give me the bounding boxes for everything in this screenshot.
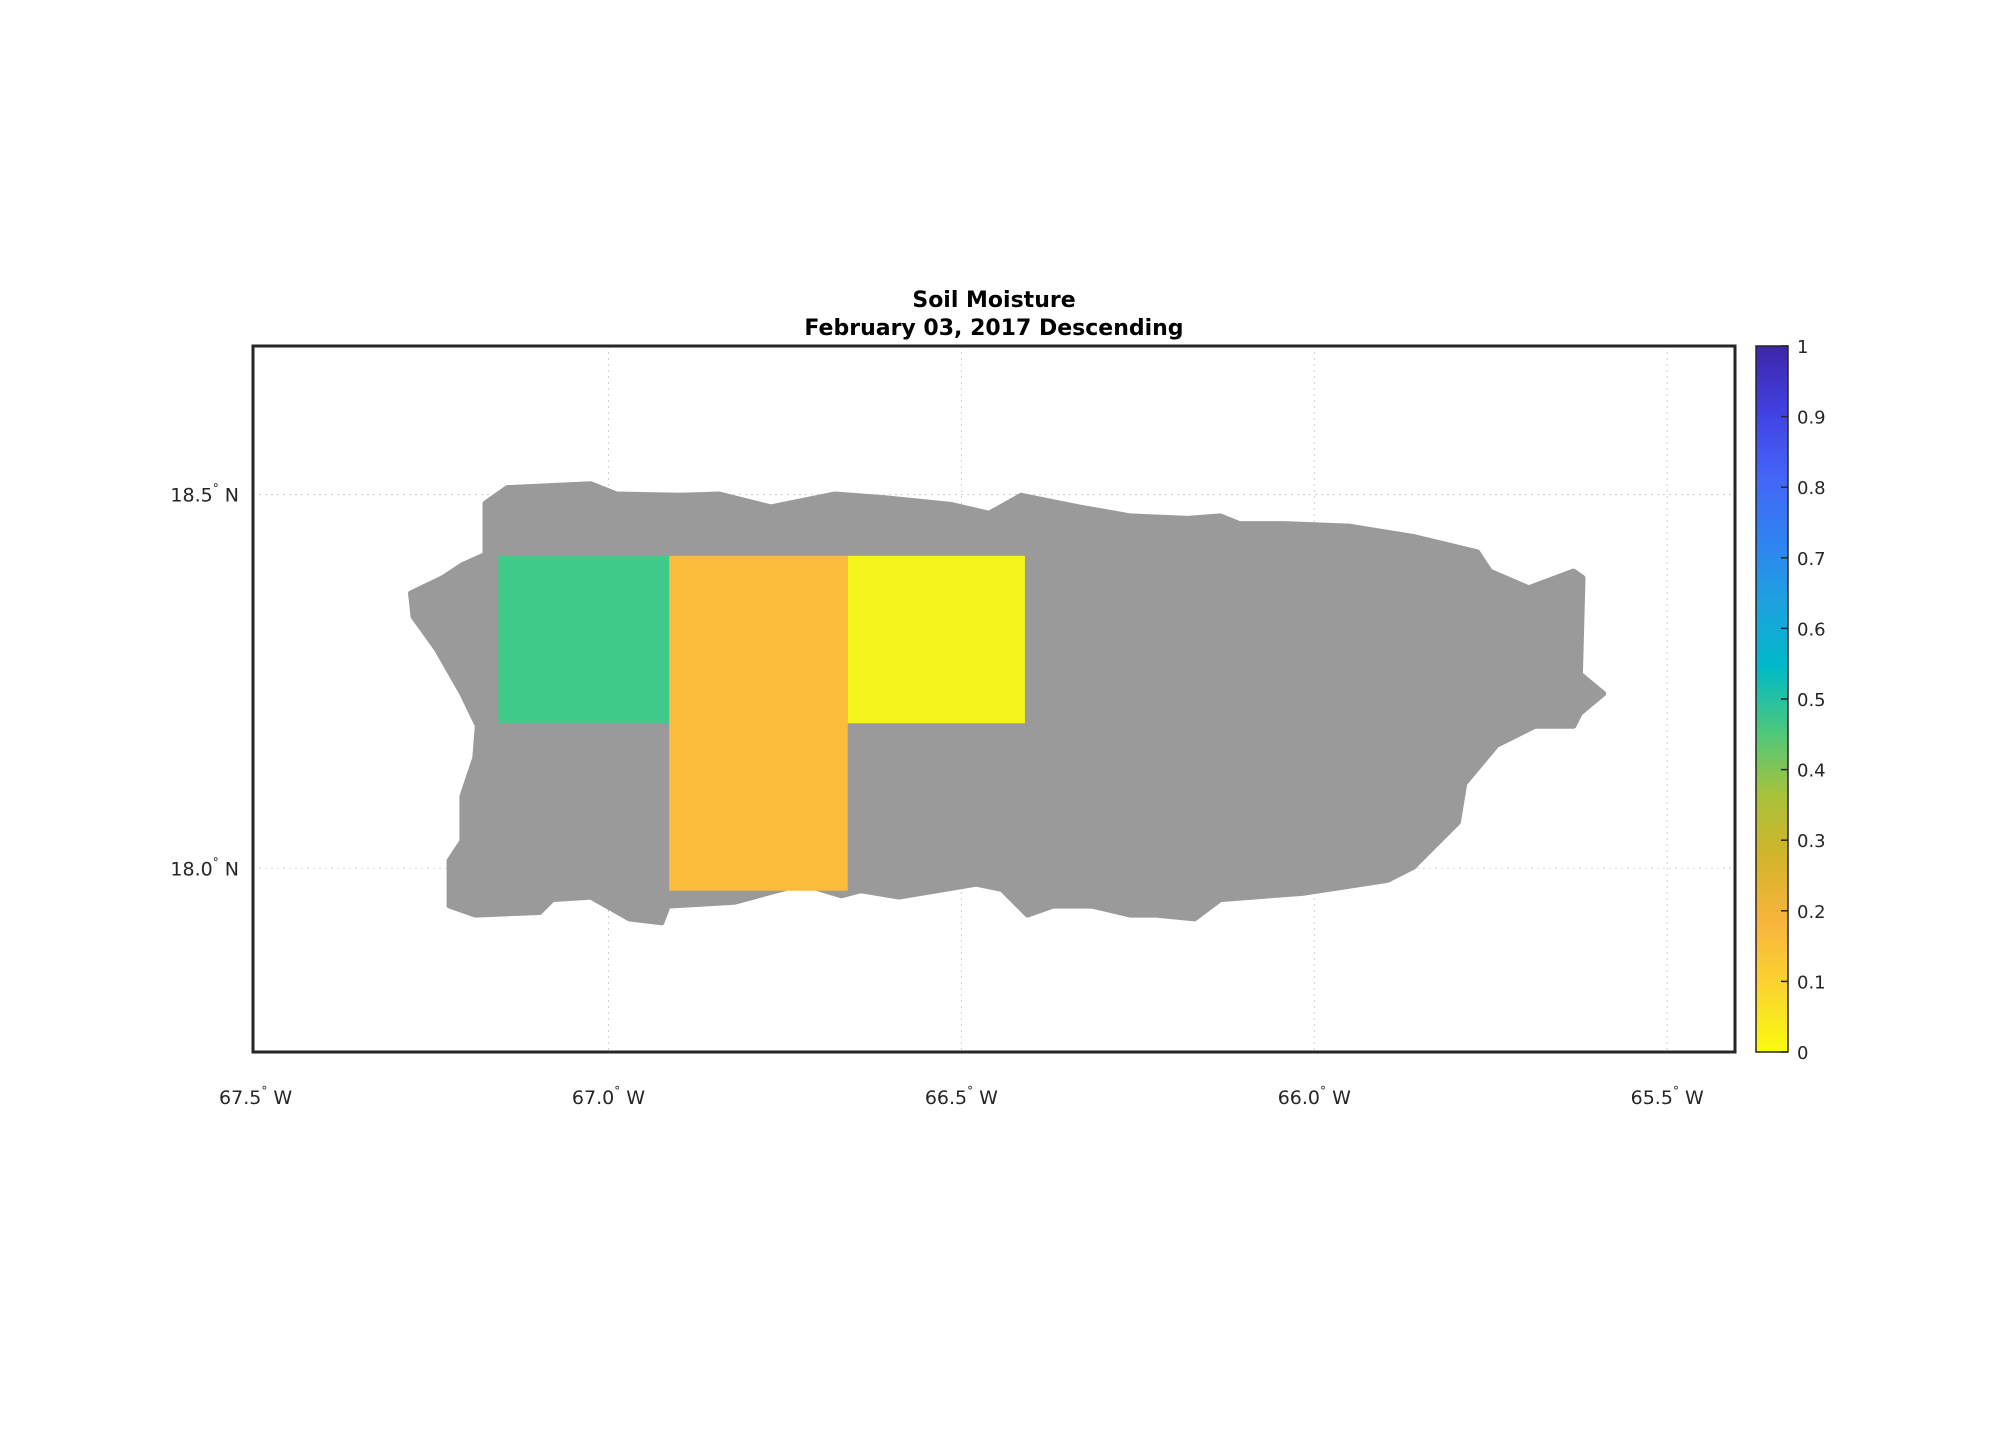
chart-title: Soil Moisture xyxy=(912,288,1075,313)
x-tick-label: 67.0° W xyxy=(572,1084,645,1109)
colorbar-tick-label: 0.7 xyxy=(1797,549,1826,570)
colorbar-tick-label: 0.2 xyxy=(1797,902,1826,923)
chart-subtitle: February 03, 2017 Descending xyxy=(804,316,1183,341)
colorbar-tick-label: 1 xyxy=(1797,337,1808,358)
colorbar-tick-label: 0.4 xyxy=(1797,761,1826,782)
soil-moisture-cell xyxy=(498,555,670,724)
colorbar-tick-label: 0.1 xyxy=(1797,972,1826,993)
colorbar-tick-label: 0.8 xyxy=(1797,478,1826,499)
colorbar-tick-label: 0.5 xyxy=(1797,690,1826,711)
colorbar-tick-label: 0.9 xyxy=(1797,408,1826,429)
y-tick-label: 18.0° N xyxy=(170,855,239,880)
colorbar-tick-label: 0 xyxy=(1797,1043,1808,1064)
x-tick-label: 67.5° W xyxy=(219,1084,292,1109)
soil-moisture-cell xyxy=(847,555,1025,724)
x-tick-label: 66.0° W xyxy=(1278,1084,1351,1109)
soil-moisture-cell xyxy=(669,555,848,891)
x-tick-label: 66.5° W xyxy=(925,1084,998,1109)
colorbar-tick-label: 0.3 xyxy=(1797,831,1826,852)
colorbar-tick-label: 0.6 xyxy=(1797,619,1826,640)
axes-frame xyxy=(251,344,1737,1054)
x-tick-label: 65.5° W xyxy=(1631,1084,1704,1109)
y-tick-label: 18.5° N xyxy=(170,482,239,507)
